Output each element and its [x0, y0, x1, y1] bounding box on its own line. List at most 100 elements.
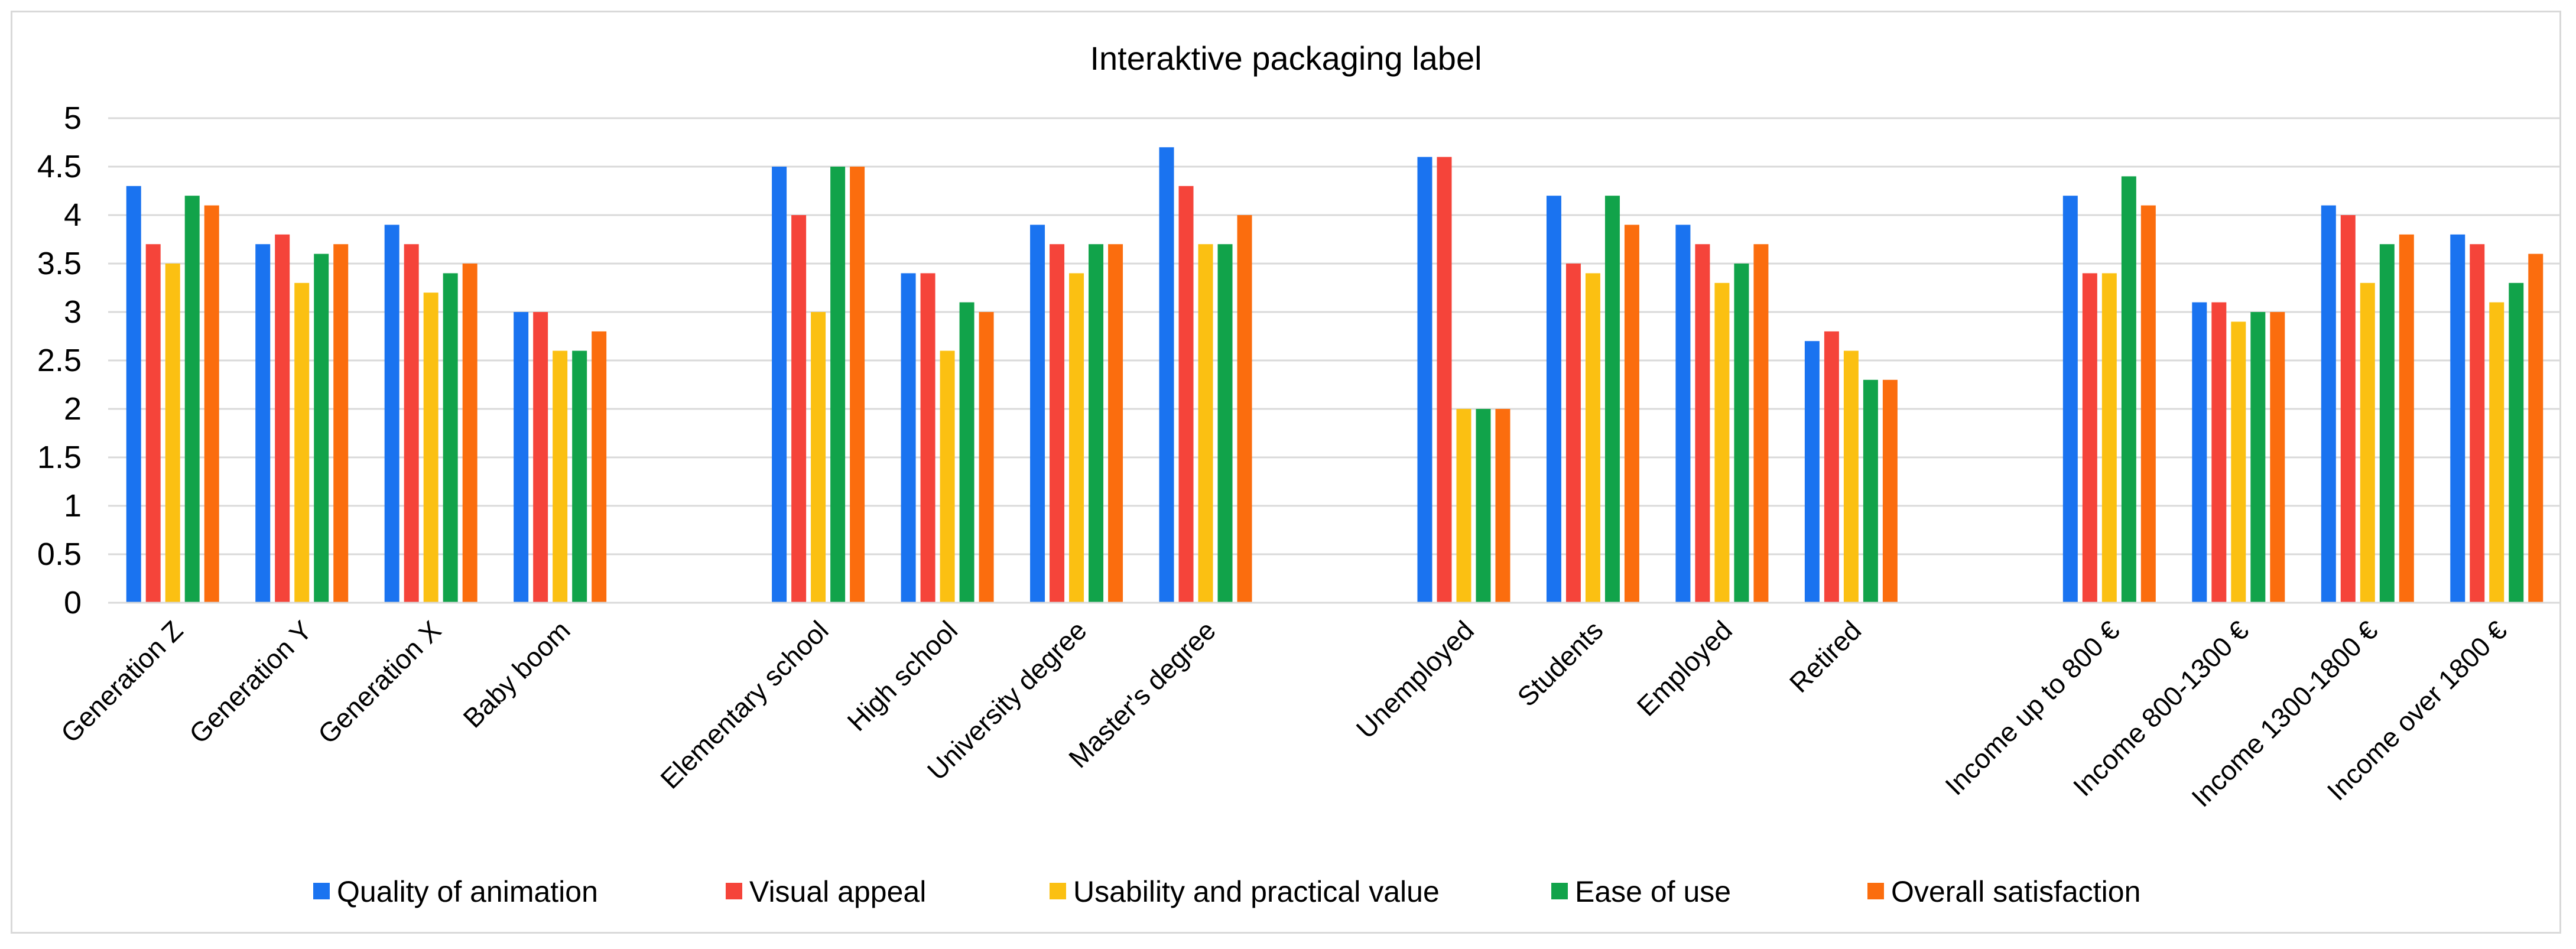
- legend-label: Quality of animation: [337, 875, 598, 908]
- bar-usability-and-practical-value: [1456, 409, 1471, 603]
- bar-quality-of-animation: [901, 273, 916, 603]
- legend-swatch: [726, 883, 742, 899]
- bar-usability-and-practical-value: [1843, 350, 1859, 603]
- legend-swatch: [1551, 883, 1568, 899]
- bar-visual-appeal: [275, 234, 290, 603]
- x-category-label: Retired: [1784, 615, 1867, 698]
- bar-visual-appeal: [1050, 244, 1065, 603]
- bar-ease-of-use: [959, 302, 974, 603]
- chart-title: Interaktive packaging label: [1090, 40, 1482, 77]
- legend: Quality of animation Visual appeal Usabili…: [313, 875, 2140, 908]
- y-tick-label: 3.5: [37, 246, 82, 281]
- x-category-label: High school: [841, 615, 963, 737]
- y-tick-label: 3: [64, 294, 82, 330]
- bars: [126, 147, 2543, 603]
- x-category-label: Elementary school: [654, 615, 834, 794]
- bar-ease-of-use: [1089, 244, 1104, 603]
- x-category-label: Generation Y: [183, 615, 318, 749]
- bar-ease-of-use: [443, 273, 458, 603]
- bar-overall-satisfaction: [1237, 215, 1252, 603]
- bar-usability-and-practical-value: [423, 292, 438, 603]
- bar-usability-and-practical-value: [1198, 244, 1213, 603]
- bar-overall-satisfaction: [2399, 234, 2414, 603]
- bar-ease-of-use: [1734, 264, 1749, 603]
- bar-ease-of-use: [2250, 312, 2266, 603]
- bar-overall-satisfaction: [1624, 225, 1639, 603]
- bar-overall-satisfaction: [333, 244, 349, 603]
- x-category-label: Unemployed: [1350, 615, 1480, 744]
- bar-visual-appeal: [1695, 244, 1710, 603]
- bar-usability-and-practical-value: [1714, 282, 1730, 603]
- bar-overall-satisfaction: [1882, 379, 1898, 603]
- bar-ease-of-use: [184, 196, 200, 603]
- x-category-label: Baby boom: [457, 615, 576, 733]
- bar-visual-appeal: [145, 244, 161, 603]
- bar-ease-of-use: [830, 167, 846, 603]
- bar-quality-of-animation: [2450, 234, 2465, 603]
- bar-usability-and-practical-value: [2360, 282, 2375, 603]
- bar-quality-of-animation: [772, 167, 787, 603]
- bar-quality-of-animation: [1804, 341, 1820, 603]
- bar-visual-appeal: [533, 312, 548, 603]
- bar-usability-and-practical-value: [811, 312, 826, 603]
- x-category-label: Employed: [1631, 615, 1738, 722]
- bar-quality-of-animation: [384, 225, 399, 603]
- bar-visual-appeal: [791, 215, 807, 603]
- bar-visual-appeal: [404, 244, 419, 603]
- bar-quality-of-animation: [2192, 302, 2207, 603]
- bar-quality-of-animation: [255, 244, 271, 603]
- bar-overall-satisfaction: [592, 331, 607, 603]
- bar-usability-and-practical-value: [2231, 321, 2246, 603]
- bar-ease-of-use: [314, 254, 329, 603]
- bar-visual-appeal: [1824, 331, 1839, 603]
- legend-swatch: [313, 883, 330, 899]
- y-tick-label: 0.5: [37, 537, 82, 572]
- x-category-label: Generation Z: [55, 615, 189, 749]
- legend-swatch: [1867, 883, 1884, 899]
- y-tick-label: 4: [64, 197, 82, 233]
- bar-visual-appeal: [1437, 157, 1452, 603]
- bar-ease-of-use: [2379, 244, 2395, 603]
- bar-quality-of-animation: [1159, 147, 1174, 603]
- bar-quality-of-animation: [126, 186, 141, 603]
- bar-usability-and-practical-value: [165, 264, 180, 603]
- y-tick-label: 2: [64, 391, 82, 427]
- bar-usability-and-practical-value: [1585, 273, 1600, 603]
- bar-quality-of-animation: [2062, 196, 2078, 603]
- bar-usability-and-practical-value: [294, 282, 310, 603]
- bar-visual-appeal: [2211, 302, 2227, 603]
- y-tick-label: 2.5: [37, 343, 82, 378]
- y-tick-label: 0: [64, 585, 82, 620]
- bar-visual-appeal: [1565, 264, 1581, 603]
- y-tick-label: 5: [64, 100, 82, 136]
- bar-usability-and-practical-value: [1069, 273, 1084, 603]
- bar-quality-of-animation: [1030, 225, 1045, 603]
- bar-visual-appeal: [1178, 186, 1194, 603]
- legend-label: Overall satisfaction: [1891, 875, 2140, 908]
- y-tick-label: 1: [64, 488, 82, 524]
- bar-quality-of-animation: [1417, 157, 1432, 603]
- y-tick-label: 1.5: [37, 440, 82, 475]
- bar-overall-satisfaction: [1753, 244, 1769, 603]
- bar-ease-of-use: [1476, 409, 1491, 603]
- bar-overall-satisfaction: [462, 264, 477, 603]
- legend-label: Usability and practical value: [1073, 875, 1440, 908]
- bar-ease-of-use: [1604, 196, 1620, 603]
- bar-quality-of-animation: [2321, 205, 2336, 603]
- legend-swatch: [1050, 883, 1066, 899]
- y-axis-ticks: 0 0.5 1 1.5 2 2.5 3 3.5 4 4.5 5: [37, 100, 82, 620]
- bar-overall-satisfaction: [1495, 409, 1510, 603]
- bar-quality-of-animation: [1675, 225, 1691, 603]
- bar-quality-of-animation: [514, 312, 529, 603]
- bar-overall-satisfaction: [2528, 254, 2543, 603]
- bar-ease-of-use: [1217, 244, 1233, 603]
- bar-overall-satisfaction: [1108, 244, 1123, 603]
- bar-usability-and-practical-value: [940, 350, 955, 603]
- bar-visual-appeal: [2470, 244, 2485, 603]
- y-tick-label: 4.5: [37, 149, 82, 184]
- bar-quality-of-animation: [1546, 196, 1561, 603]
- x-category-label: Generation X: [312, 615, 447, 749]
- x-category-label: Students: [1511, 615, 1609, 712]
- bar-ease-of-use: [2509, 282, 2524, 603]
